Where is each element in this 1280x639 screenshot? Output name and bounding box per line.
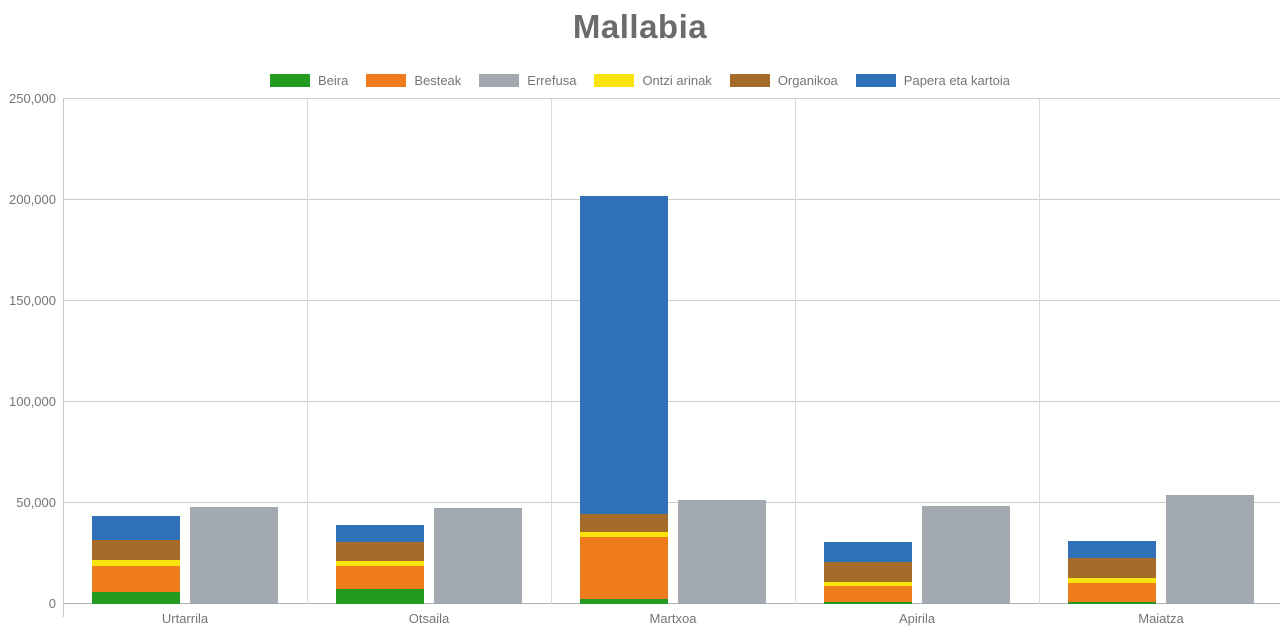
gridline-y-100000 xyxy=(63,401,1280,402)
bar-segment-papera-eta-kartoia[interactable] xyxy=(92,515,180,540)
bar-segment-ontzi-arinak[interactable] xyxy=(580,531,668,537)
bar-group-apirila xyxy=(795,99,1039,604)
bar-segment-ontzi-arinak[interactable] xyxy=(824,581,912,587)
bar-errefusa[interactable] xyxy=(1166,494,1254,604)
bar-segment-organikoa[interactable] xyxy=(580,513,668,532)
bar-group-martxoa xyxy=(551,99,795,604)
legend-item-besteak: Besteak xyxy=(366,73,461,88)
x-axis-baseline xyxy=(63,603,1280,604)
gridline-y-200000 xyxy=(63,199,1280,200)
bar-segment-ontzi-arinak[interactable] xyxy=(92,559,180,566)
gridline-x-4 xyxy=(1039,99,1040,604)
chart-title: Mallabia xyxy=(572,8,708,45)
bar-segment-beira[interactable] xyxy=(1068,601,1156,604)
bar-segment-besteak[interactable] xyxy=(1068,583,1156,602)
y-tick-label: 200,000 xyxy=(9,192,56,207)
y-axis-line xyxy=(63,99,64,617)
bar-segment-beira[interactable] xyxy=(92,591,180,604)
x-axis-label-maiatza: Maiatza xyxy=(1138,611,1184,626)
legend-item-errefusa: Errefusa xyxy=(479,73,576,88)
stacked-bar-urtarrila xyxy=(92,515,180,604)
legend-label: Ontzi arinak xyxy=(642,73,712,88)
y-tick-label: 0 xyxy=(48,596,56,611)
gridline-x-2 xyxy=(551,99,552,604)
bar-errefusa[interactable] xyxy=(190,506,278,604)
legend-swatch-besteak xyxy=(366,74,407,87)
bar-segment-beira[interactable] xyxy=(336,589,424,604)
bar-segment-organikoa[interactable] xyxy=(1068,557,1156,578)
y-tick-label: 150,000 xyxy=(9,293,56,308)
legend-item-organikoa: Organikoa xyxy=(729,73,838,88)
legend-label: Errefusa xyxy=(527,73,577,88)
y-tick-label: 100,000 xyxy=(9,394,56,409)
stacked-bar-martxoa xyxy=(580,195,668,604)
y-tick-label: 50,000 xyxy=(16,495,56,510)
legend-label: Papera eta kartoia xyxy=(903,73,1011,88)
bar-segment-besteak[interactable] xyxy=(824,586,912,602)
chart-legend: Beira Besteak Errefusa Ontzi arinak Organiko… xyxy=(0,73,1280,88)
stacked-bar-otsaila xyxy=(336,525,424,604)
bar-segment-papera-eta-kartoia[interactable] xyxy=(1068,540,1156,558)
bar-segment-ontzi-arinak[interactable] xyxy=(1068,577,1156,584)
bar-segment-organikoa[interactable] xyxy=(824,561,912,582)
legend-label: Beira xyxy=(317,73,349,88)
bar-segment-papera-eta-kartoia[interactable] xyxy=(336,525,424,543)
gridline-x-1 xyxy=(307,99,308,604)
x-axis-label-martxoa: Martxoa xyxy=(649,611,697,626)
bar-segment-organikoa[interactable] xyxy=(336,542,424,562)
legend-item-ontzi-arinak: Ontzi arinak xyxy=(594,73,712,88)
bar-segment-organikoa[interactable] xyxy=(92,539,180,560)
bar-segment-besteak[interactable] xyxy=(336,566,424,590)
bar-segment-besteak[interactable] xyxy=(580,536,668,599)
bar-segment-papera-eta-kartoia[interactable] xyxy=(824,542,912,562)
x-axis-label-urtarrila: Urtarrila xyxy=(161,611,209,626)
x-axis-label-otsaila: Otsaila xyxy=(408,611,450,626)
bar-group-urtarrila xyxy=(63,99,307,604)
bar-segment-beira[interactable] xyxy=(824,602,912,604)
legend-item-beira: Beira xyxy=(269,73,349,88)
legend-label: Organikoa xyxy=(777,73,838,88)
gridline-x-3 xyxy=(795,99,796,604)
legend-label: Besteak xyxy=(414,73,462,88)
legend-swatch-beira xyxy=(269,74,310,87)
gridline-y-250000 xyxy=(63,98,1280,99)
legend-item-papera-eta-kartoia: Papera eta kartoia xyxy=(855,73,1011,88)
gridline-y-50000 xyxy=(63,502,1280,503)
legend-swatch-organikoa xyxy=(729,74,770,87)
stacked-bar-apirila xyxy=(824,542,912,604)
y-tick-label: 250,000 xyxy=(9,91,56,106)
bar-segment-beira[interactable] xyxy=(580,598,668,604)
bar-group-maiatza xyxy=(1039,99,1280,604)
bar-errefusa[interactable] xyxy=(922,506,1010,604)
bar-segment-besteak[interactable] xyxy=(92,565,180,592)
bar-segment-papera-eta-kartoia[interactable] xyxy=(580,195,668,514)
bar-segment-ontzi-arinak[interactable] xyxy=(336,561,424,567)
bar-errefusa[interactable] xyxy=(434,507,522,604)
bar-group-otsaila xyxy=(307,99,551,604)
stacked-bar-maiatza xyxy=(1068,540,1156,604)
legend-swatch-ontzi-arinak xyxy=(594,74,635,87)
plot-area xyxy=(63,98,1280,617)
bar-errefusa[interactable] xyxy=(678,500,766,604)
x-axis-label-apirila: Apirila xyxy=(898,611,936,626)
legend-swatch-papera-eta-kartoia xyxy=(855,74,896,87)
legend-swatch-errefusa xyxy=(479,74,520,87)
gridline-y-150000 xyxy=(63,300,1280,301)
